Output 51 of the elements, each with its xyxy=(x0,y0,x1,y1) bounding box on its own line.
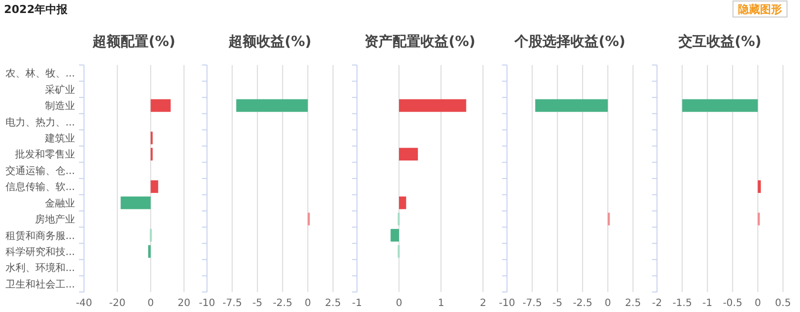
x-tick-label: 2 xyxy=(480,298,486,309)
chart-title: 资产配置收益(%) xyxy=(364,33,476,50)
y-tick-label: 房地产业 xyxy=(35,214,75,226)
y-tick-label: 交通运输、仓... xyxy=(5,164,75,177)
y-tick-label: 租赁和商务服... xyxy=(5,230,75,242)
x-tick-label: -20 xyxy=(109,298,126,309)
x-tick-label: -0.5 xyxy=(722,298,742,309)
y-tick-label: 批发和零售业 xyxy=(15,148,75,161)
x-tick-label: -1.5 xyxy=(672,298,692,309)
text: 隐藏图形 xyxy=(738,3,782,16)
x-tick-label: -7.5 xyxy=(222,298,242,309)
x-tick-label: -2.5 xyxy=(572,298,592,309)
x-tick-label: 20 xyxy=(178,298,190,309)
x-tick-label: -40 xyxy=(76,298,92,309)
x-tick-label: 1 xyxy=(438,298,444,309)
x-tick-label: -2 xyxy=(652,298,662,309)
chart-title: 超额配置(%) xyxy=(92,33,176,50)
y-tick-label: 水利、环境和... xyxy=(5,262,75,274)
x-tick-label: -10 xyxy=(198,298,216,309)
chart-title: 交互收益(%) xyxy=(678,33,762,50)
y-tick-label: 科学研究和技... xyxy=(5,246,75,258)
y-tick-label: 建筑业 xyxy=(44,132,75,144)
x-tick-label: 0.5 xyxy=(775,298,791,309)
x-tick-label: 0 xyxy=(147,298,154,309)
x-tick-label: -10 xyxy=(498,298,516,309)
x-tick-label: 0 xyxy=(604,298,611,309)
bar xyxy=(399,148,418,160)
x-tick-label: -2.5 xyxy=(272,298,292,309)
y-tick-label: 农、林、牧、... xyxy=(5,68,75,80)
x-tick-label: -1 xyxy=(702,298,712,309)
y-tick-label: 卫生和社会工... xyxy=(5,278,75,290)
x-tick-label: -5 xyxy=(552,298,562,309)
bar xyxy=(390,228,399,242)
x-tick-label: 0 xyxy=(754,298,761,309)
x-tick-label: 0 xyxy=(396,298,402,309)
x-tick-label: 2.5 xyxy=(325,298,341,309)
bar xyxy=(399,99,466,112)
y-tick-label: 采矿业 xyxy=(45,84,75,96)
y-tick-label: 电力、热力、... xyxy=(5,116,75,128)
x-tick-label: 2.5 xyxy=(625,298,641,309)
chart-title: 超额收益(%) xyxy=(228,33,312,50)
x-tick-label: -1 xyxy=(352,298,362,309)
text: 2022年中报 xyxy=(4,3,69,16)
chart-title: 个股选择收益(%) xyxy=(514,34,626,50)
x-tick-label: 0 xyxy=(304,298,311,309)
bar xyxy=(399,196,406,210)
x-tick-label: -7.5 xyxy=(522,298,542,309)
y-tick-label: 金融业 xyxy=(45,197,75,210)
y-tick-label: 制造业 xyxy=(45,100,75,112)
x-tick-label: -5 xyxy=(252,298,262,309)
y-tick-label: 信息传输、软... xyxy=(5,181,75,194)
